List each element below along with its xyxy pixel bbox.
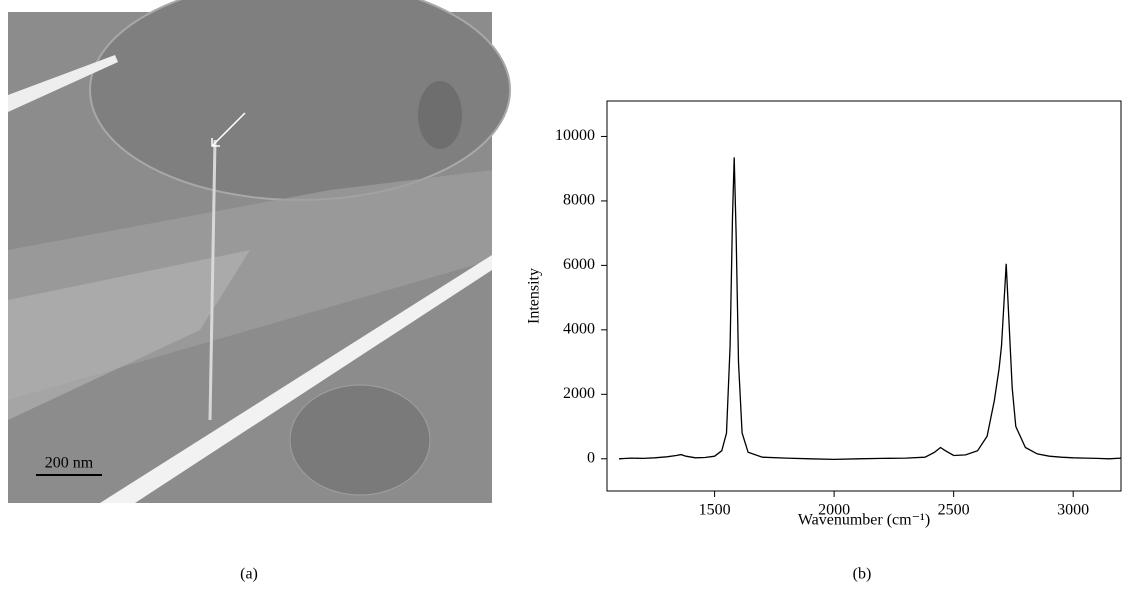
y-tick-label: 8000 [563,192,595,209]
spectrum-line [618,157,1122,461]
x-tick-label: 2000 [818,502,850,519]
y-tick-label: 6000 [563,256,595,273]
plot-frame [606,100,1122,492]
y-tick-label: 0 [587,449,595,466]
y-tick-label: 4000 [563,321,595,338]
x-axis-label: Wavenumber (cm⁻¹) [798,512,930,529]
scale-bar-label: 200 nm [45,455,94,472]
x-tick-label: 1500 [699,502,731,519]
caption: (b) [853,566,872,583]
x-tick-label: 2500 [938,502,970,519]
micrograph: 200 nm [8,0,511,503]
y-tick-label: 2000 [563,385,595,402]
caption: (a) [240,566,258,583]
x-tick-label: 3000 [1057,502,1089,519]
y-axis-label: Intensity [526,268,543,324]
y-tick-label: 10000 [555,127,595,144]
